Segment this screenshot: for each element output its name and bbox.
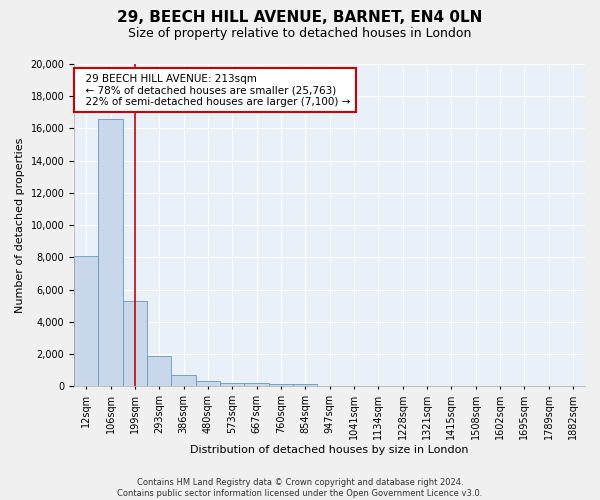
Bar — [244, 383, 269, 386]
Text: Size of property relative to detached houses in London: Size of property relative to detached ho… — [128, 28, 472, 40]
Bar — [147, 356, 172, 386]
Bar — [98, 119, 123, 386]
Bar — [269, 384, 293, 386]
Y-axis label: Number of detached properties: Number of detached properties — [15, 138, 25, 313]
Text: 29 BEECH HILL AVENUE: 213sqm
  ← 78% of detached houses are smaller (25,763)
  2: 29 BEECH HILL AVENUE: 213sqm ← 78% of de… — [79, 74, 350, 107]
Text: Contains HM Land Registry data © Crown copyright and database right 2024.
Contai: Contains HM Land Registry data © Crown c… — [118, 478, 482, 498]
Bar — [293, 384, 317, 386]
Bar — [220, 382, 244, 386]
Bar — [123, 301, 147, 386]
Bar — [196, 382, 220, 386]
X-axis label: Distribution of detached houses by size in London: Distribution of detached houses by size … — [190, 445, 469, 455]
Bar — [172, 375, 196, 386]
Bar — [74, 256, 98, 386]
Text: 29, BEECH HILL AVENUE, BARNET, EN4 0LN: 29, BEECH HILL AVENUE, BARNET, EN4 0LN — [118, 10, 482, 25]
